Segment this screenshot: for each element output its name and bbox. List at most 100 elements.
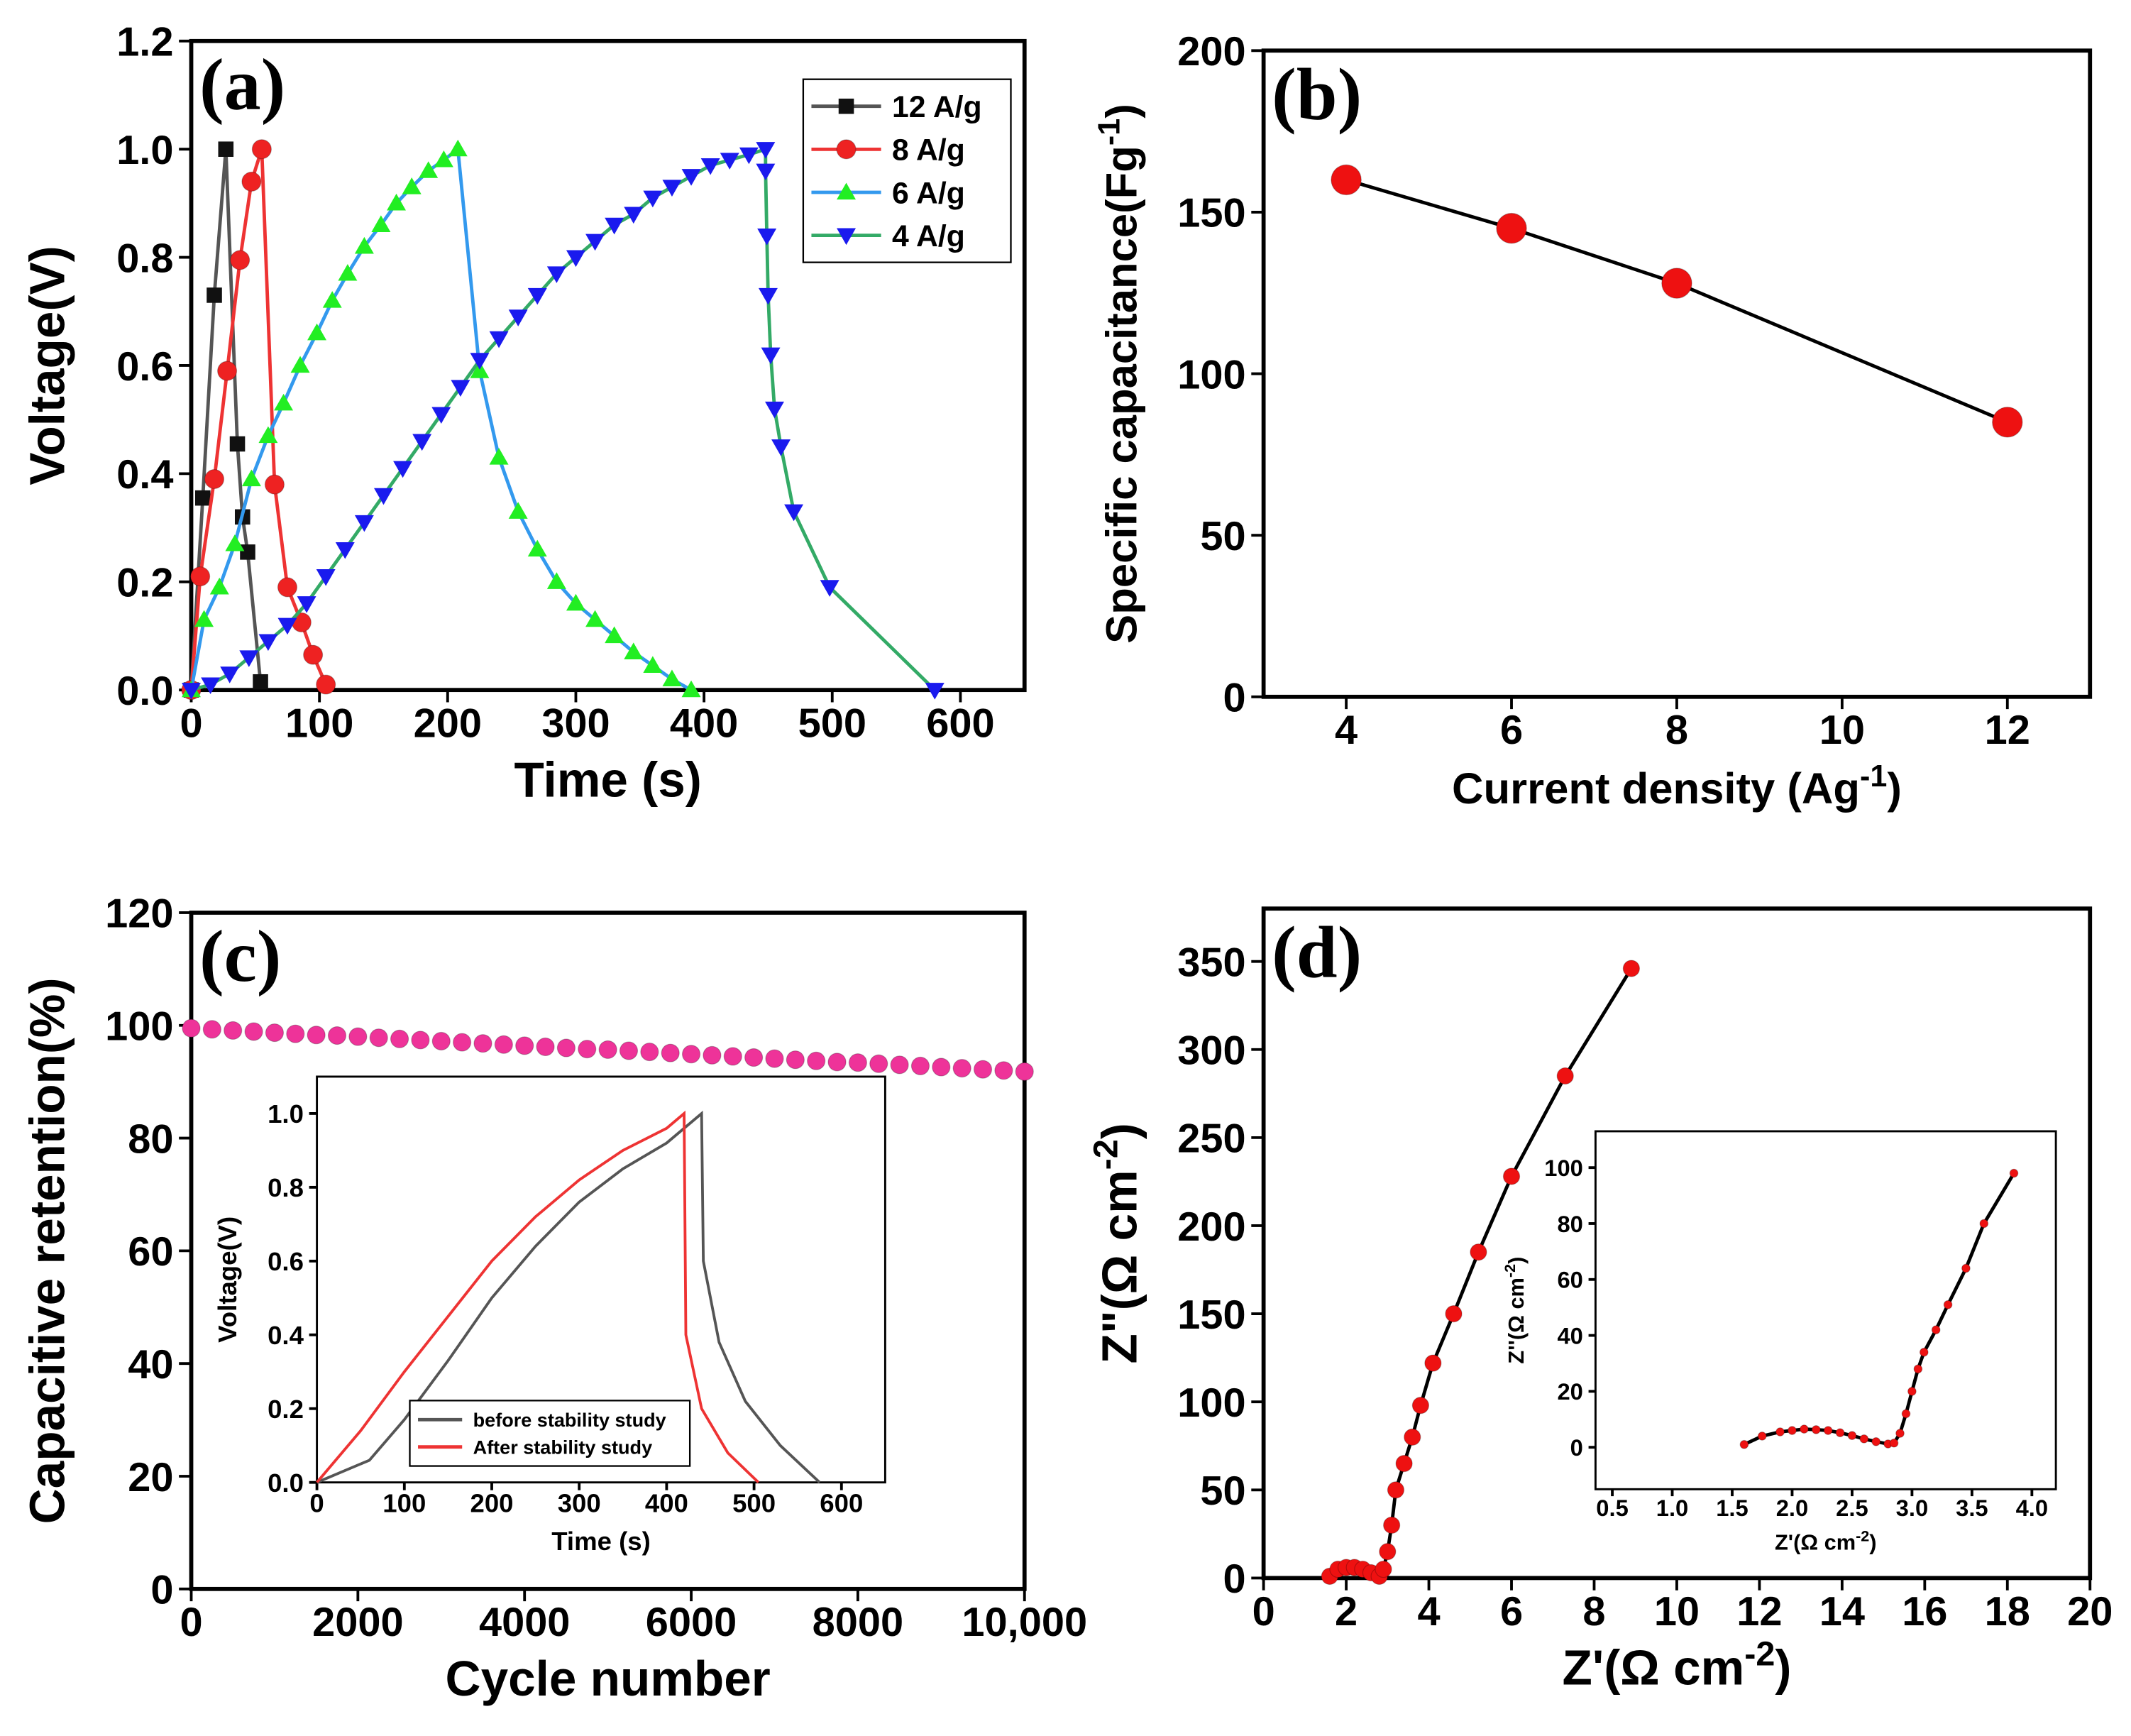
x-tick-label: 4 <box>1417 1589 1440 1635</box>
marker <box>1379 1543 1397 1561</box>
marker <box>1907 1387 1917 1396</box>
legend-box <box>802 78 1012 263</box>
x-tick-label: 200 <box>470 1489 513 1518</box>
axis-label: Z"(Ω cm-2) <box>1087 1123 1147 1363</box>
marker <box>264 474 285 495</box>
marker <box>838 98 854 114</box>
marker <box>837 182 857 200</box>
marker <box>807 1051 826 1070</box>
marker <box>335 542 355 559</box>
x-tick-label: 4 <box>1335 708 1358 753</box>
marker <box>307 323 327 341</box>
marker <box>354 236 374 254</box>
marker <box>720 153 739 170</box>
marker <box>784 504 804 522</box>
axis-label: Current density (Ag-1) <box>1452 759 1902 813</box>
marker <box>390 1029 409 1048</box>
x-tick-label: 300 <box>558 1489 601 1518</box>
x-tick-label: 20 <box>2067 1589 2113 1635</box>
plot-frame <box>1261 48 2093 699</box>
marker <box>1931 1325 1941 1335</box>
marker <box>643 656 663 673</box>
y-tick-label: 80 <box>128 1116 173 1162</box>
x-tick-label: 500 <box>732 1489 776 1518</box>
marker <box>739 147 759 165</box>
marker <box>218 141 234 157</box>
y-tick-label: 0.8 <box>268 1173 304 1202</box>
marker <box>194 490 211 506</box>
marker <box>757 229 777 246</box>
series-line <box>316 1110 760 1484</box>
y-tick-label: 0 <box>1570 1434 1583 1461</box>
marker <box>585 234 605 251</box>
marker <box>515 1036 534 1055</box>
y-tick-label: 0.8 <box>116 236 173 281</box>
y-tick-label: 60 <box>1557 1267 1582 1293</box>
x-tick-label: 14 <box>1819 1589 1865 1635</box>
x-tick-label: 100 <box>285 701 353 747</box>
marker <box>1383 1516 1401 1534</box>
marker <box>952 1059 971 1078</box>
y-tick-label: 100 <box>1544 1155 1583 1181</box>
x-tick-label: 6000 <box>646 1600 737 1645</box>
marker <box>202 1020 221 1039</box>
marker <box>890 1055 909 1075</box>
y-tick-label: 150 <box>1177 1292 1245 1338</box>
y-tick-label: 40 <box>1557 1322 1582 1348</box>
marker <box>2009 1168 2019 1178</box>
marker <box>297 596 316 613</box>
marker <box>241 469 261 487</box>
axis-label-part: Current density (Ag <box>1452 764 1860 813</box>
marker <box>1835 1428 1845 1438</box>
marker <box>224 1021 243 1040</box>
axis-label-sup: -2 <box>1744 1635 1775 1674</box>
marker <box>1901 1409 1911 1419</box>
marker <box>624 642 644 659</box>
marker <box>1470 1243 1487 1261</box>
marker <box>1757 1432 1767 1441</box>
marker <box>489 331 509 348</box>
axis-label: Voltage(V) <box>213 1216 242 1343</box>
marker <box>470 353 490 370</box>
legend-label: 4 A/g <box>892 219 965 253</box>
marker <box>190 566 211 587</box>
marker <box>411 1031 430 1050</box>
marker <box>371 215 391 232</box>
marker <box>348 1027 368 1046</box>
marker <box>1404 1428 1421 1446</box>
marker <box>1800 1424 1809 1434</box>
marker <box>393 461 413 478</box>
plot-frame <box>1594 1130 2057 1490</box>
axis-label: Time (s) <box>551 1527 651 1556</box>
marker <box>1979 1219 1989 1229</box>
marker <box>681 680 701 698</box>
x-tick-label: 600 <box>820 1489 863 1518</box>
y-tick-label: 300 <box>1177 1028 1245 1074</box>
x-tick-label: 12 <box>1736 1589 1782 1635</box>
x-tick-label: 0 <box>309 1489 324 1518</box>
x-tick-label: 2.5 <box>1836 1495 1868 1521</box>
x-tick-label: 3.5 <box>1956 1495 1988 1521</box>
marker <box>661 1043 680 1062</box>
x-tick-label: 6 <box>1500 708 1523 753</box>
x-tick-label: 12 <box>1985 708 2030 753</box>
x-tick-label: 400 <box>670 701 738 747</box>
marker <box>827 1053 847 1072</box>
marker <box>527 539 547 557</box>
marker <box>1913 1364 1923 1374</box>
marker <box>274 393 294 411</box>
marker <box>316 674 336 695</box>
marker <box>241 171 262 192</box>
x-tick-label: 8 <box>1582 1589 1605 1635</box>
axis-label-sup: -1 <box>1860 759 1887 793</box>
axis-label: Z'(Ω cm-2) <box>1562 1635 1791 1696</box>
marker <box>204 468 225 490</box>
marker <box>837 228 857 246</box>
marker <box>925 683 945 700</box>
marker <box>585 610 605 627</box>
marker <box>546 572 566 589</box>
y-tick-label: 1.0 <box>268 1099 304 1128</box>
marker <box>453 1033 472 1052</box>
legend-label: 8 A/g <box>892 133 965 167</box>
y-tick-label: 50 <box>1200 1468 1245 1514</box>
